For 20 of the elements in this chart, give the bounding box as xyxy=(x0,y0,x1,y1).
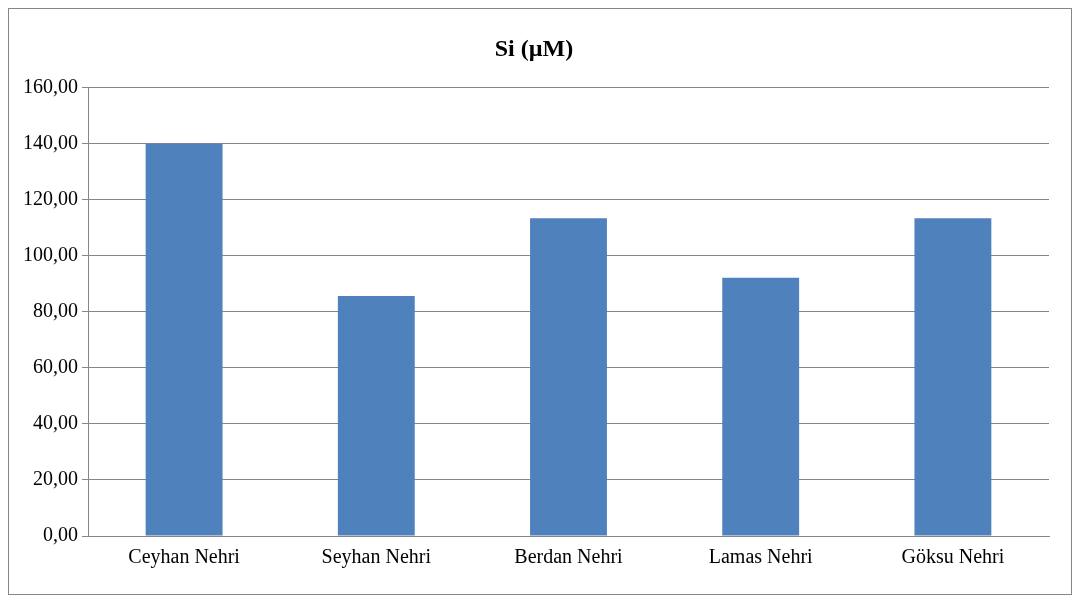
y-tick-label: 140,00 xyxy=(23,131,78,154)
y-tick-label: 160,00 xyxy=(23,75,78,98)
x-tick-label: Lamas Nehri xyxy=(708,545,814,568)
y-tick-label: 80,00 xyxy=(33,299,78,322)
y-tick-label: 120,00 xyxy=(23,187,78,210)
y-tick-label: 40,00 xyxy=(33,411,78,434)
chart-title: Si (µM) xyxy=(494,34,574,61)
y-tick-label: 60,00 xyxy=(33,355,78,378)
y-tick-label: 100,00 xyxy=(23,243,78,266)
x-tick-label: Berdan Nehri xyxy=(514,545,624,568)
y-tick-label: 20,00 xyxy=(33,467,78,490)
bar xyxy=(337,295,415,536)
y-tick-label: 0,00 xyxy=(43,523,78,546)
bar xyxy=(914,218,992,536)
bar xyxy=(530,218,607,536)
bar xyxy=(145,143,223,536)
x-tick-label: Ceyhan Nehri xyxy=(128,545,241,569)
x-tick-label: Seyhan Nehri xyxy=(321,545,432,569)
x-tick-label: Göksu Nehri xyxy=(901,545,1005,568)
bar xyxy=(722,277,800,536)
